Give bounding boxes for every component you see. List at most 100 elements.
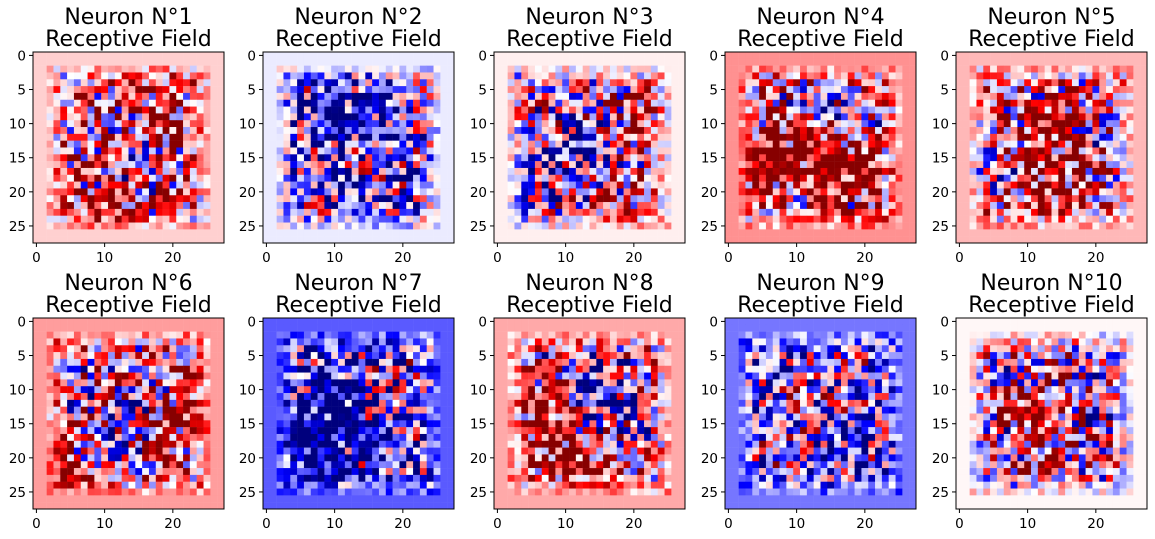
heatmap-cell [861, 140, 869, 148]
heatmap-cell [514, 174, 522, 182]
heatmap-cell [310, 202, 318, 210]
heatmap-cell [555, 188, 563, 196]
heatmap-cell [276, 352, 284, 360]
heatmap-cell [317, 58, 325, 66]
heatmap-cell [217, 324, 225, 332]
heatmap-cell [996, 58, 1004, 66]
heatmap-cell [854, 181, 862, 189]
heatmap-cell [39, 52, 47, 60]
heatmap-cell [494, 202, 502, 210]
heatmap-cell [310, 106, 318, 114]
heatmap-cell [80, 79, 88, 87]
heatmap-cell [990, 161, 998, 169]
heatmap-cell [603, 79, 611, 87]
heatmap-cell [664, 229, 672, 237]
heatmap-cell [73, 345, 81, 353]
heatmap-cell [392, 229, 400, 237]
heatmap-cell [169, 413, 177, 421]
heatmap-cell [650, 106, 658, 114]
heatmap-cell [1051, 65, 1059, 73]
heatmap-cell [962, 174, 970, 182]
heatmap-cell [169, 481, 177, 489]
heatmap-cell [1092, 140, 1100, 148]
heatmap-cell [881, 229, 889, 237]
heatmap-cell [582, 106, 590, 114]
heatmap-cell [650, 161, 658, 169]
heatmap-cell [338, 208, 346, 216]
heatmap-cell [616, 188, 624, 196]
heatmap-cell [406, 195, 414, 203]
heatmap-cell [101, 127, 109, 135]
heatmap-cell [813, 52, 821, 60]
heatmap-cell [406, 147, 414, 155]
heatmap-cell [338, 318, 346, 326]
heatmap-cell [114, 502, 122, 510]
heatmap-cell [128, 99, 136, 107]
heatmap-cell [385, 106, 393, 114]
heatmap-cell [169, 502, 177, 510]
heatmap-cell [53, 468, 61, 476]
heatmap-cell [868, 229, 876, 237]
heatmap-cell [196, 433, 204, 442]
heatmap-cell [324, 154, 332, 162]
heatmap-cell [297, 229, 305, 237]
heatmap-cell [94, 331, 102, 339]
heatmap-cell [39, 427, 47, 435]
heatmap-cell [589, 72, 597, 80]
heatmap-cell [725, 92, 733, 100]
heatmap-cell [53, 338, 61, 346]
heatmap-cell [87, 161, 95, 169]
heatmap-cell [738, 208, 746, 216]
heatmap-cell [60, 331, 68, 339]
heatmap-cell [203, 106, 211, 114]
heatmap-cell [1099, 161, 1107, 169]
heatmap-cell [983, 86, 991, 94]
heatmap-cell [162, 433, 170, 442]
heatmap-cell [344, 147, 352, 155]
heatmap-cell [854, 133, 862, 141]
heatmap-cell [1092, 65, 1100, 73]
heatmap-cell [494, 140, 502, 148]
heatmap-cell [73, 502, 81, 510]
heatmap-cell [203, 447, 211, 455]
heatmap-cell [575, 113, 583, 121]
heatmap-cell [447, 208, 455, 216]
heatmap-cell [317, 161, 325, 169]
heatmap-cell [1119, 208, 1127, 216]
heatmap-cell [609, 72, 618, 80]
heatmap-cell [196, 195, 204, 203]
heatmap-cell [101, 358, 109, 366]
heatmap-cell [895, 202, 903, 210]
heatmap-cell [1119, 106, 1127, 114]
heatmap-cell [881, 72, 889, 80]
heatmap-cell [73, 420, 81, 428]
heatmap-cell [861, 229, 869, 237]
heatmap-cell [351, 202, 359, 210]
heatmap-cell [1010, 65, 1018, 73]
heatmap-cell [73, 331, 81, 339]
heatmap-cell [827, 65, 835, 73]
heatmap-cell [759, 215, 767, 223]
heatmap-cell [53, 345, 61, 353]
heatmap-cell [303, 167, 311, 176]
heatmap-cell [46, 188, 54, 196]
heatmap-cell [1085, 120, 1093, 128]
heatmap-cell [861, 195, 869, 203]
heatmap-cell [793, 99, 801, 107]
heatmap-cell [609, 99, 618, 107]
heatmap-cell [344, 140, 352, 148]
heatmap-cell [317, 65, 325, 73]
heatmap-cell [793, 120, 801, 128]
heatmap-cell [121, 174, 129, 182]
heatmap-cell [548, 127, 556, 135]
heatmap-cell [73, 447, 81, 455]
heatmap-cell [895, 236, 903, 244]
heatmap-cell [378, 236, 387, 244]
heatmap-cell [1099, 86, 1107, 94]
heatmap-cell [494, 222, 502, 230]
heatmap-cell [630, 52, 638, 60]
heatmap-cell [169, 195, 177, 203]
heatmap-cell [73, 195, 81, 203]
heatmap-cell [283, 79, 291, 87]
heatmap-cell [589, 236, 597, 244]
